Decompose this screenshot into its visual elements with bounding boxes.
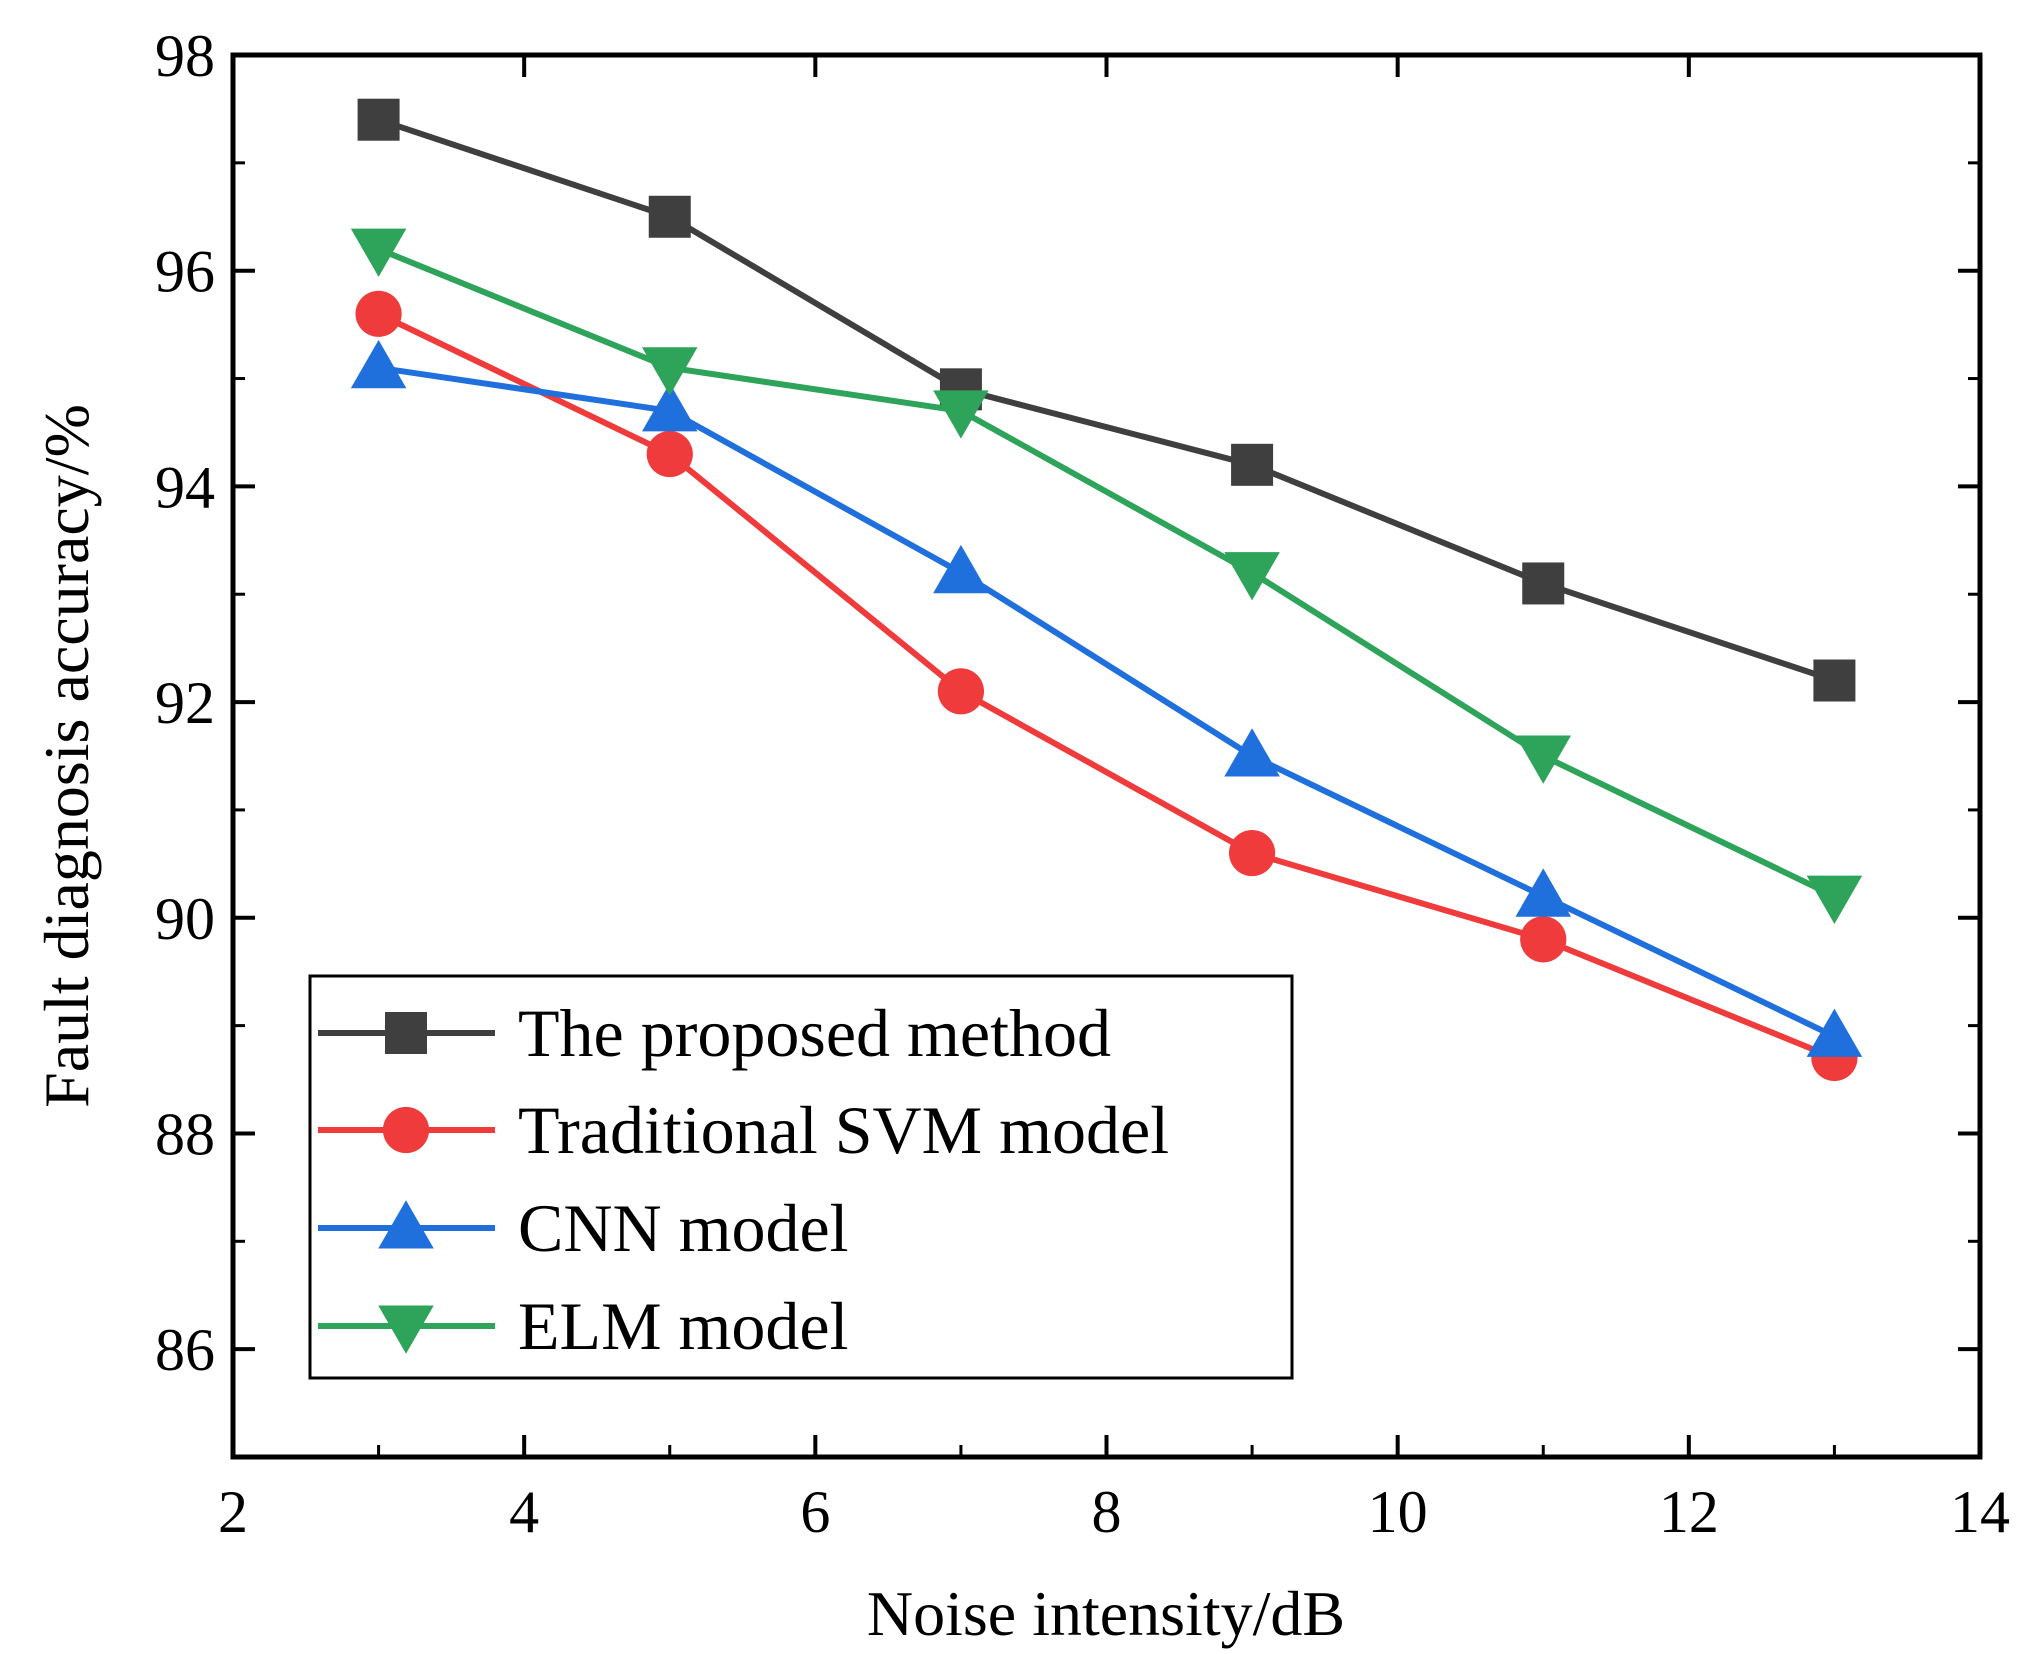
data-point <box>933 390 989 439</box>
series-0 <box>357 98 1856 702</box>
legend: The proposed method Traditional SVM model… <box>308 974 1294 1380</box>
data-point <box>1520 916 1567 963</box>
data-point <box>641 347 698 396</box>
y-axis: 86 88 90 92 94 96 98 <box>155 23 1980 1459</box>
y-tick-label: 92 <box>155 670 215 736</box>
data-point <box>355 290 402 337</box>
data-point <box>1228 829 1276 877</box>
legend-marker <box>378 1200 434 1249</box>
legend-entry: CNN model <box>318 1190 849 1266</box>
data-point <box>1522 562 1565 605</box>
legend-marker <box>382 1106 430 1154</box>
x-tick-label: 8 <box>1092 1479 1122 1545</box>
series-layer <box>350 98 1863 1082</box>
series-line <box>378 364 1836 1040</box>
legend-entry: Traditional SVM model <box>318 1092 1169 1168</box>
data-point <box>1231 443 1274 486</box>
series-line <box>377 116 1836 684</box>
data-point <box>1806 1008 1863 1057</box>
x-tick-label: 14 <box>1950 1479 2010 1545</box>
legend-entry: The proposed method <box>318 995 1111 1071</box>
data-point <box>1515 868 1572 917</box>
data-point <box>1813 659 1856 702</box>
data-point <box>350 228 407 277</box>
y-tick-label: 96 <box>155 239 215 305</box>
data-point <box>357 98 400 141</box>
legend-label: The proposed method <box>518 995 1111 1071</box>
y-axis-title: Fault diagnosis accuracy/% <box>31 404 102 1108</box>
x-tick-label: 2 <box>218 1479 248 1545</box>
x-axis: 2 4 6 8 10 12 14 <box>218 55 2010 1545</box>
y-tick-label: 86 <box>155 1317 215 1383</box>
legend-entry: ELM model <box>318 1288 849 1364</box>
x-tick-label: 12 <box>1659 1479 1719 1545</box>
legend-frame <box>308 974 1294 1380</box>
x-tick-label: 10 <box>1368 1479 1428 1545</box>
series-3 <box>350 228 1863 924</box>
data-point <box>1515 735 1572 784</box>
data-point <box>1224 728 1280 777</box>
series-line <box>377 311 1836 1061</box>
data-point <box>1806 875 1863 924</box>
legend-label: CNN model <box>518 1190 849 1266</box>
series-1 <box>355 290 1858 1082</box>
series-line <box>377 246 1836 899</box>
data-point <box>350 339 407 389</box>
y-tick-label: 88 <box>155 1101 215 1167</box>
x-tick-label: 4 <box>509 1479 539 1545</box>
data-point <box>648 195 691 238</box>
y-tick-label: 90 <box>155 886 215 952</box>
data-point <box>1224 552 1280 601</box>
legend-label: Traditional SVM model <box>518 1092 1169 1168</box>
y-tick-label: 98 <box>155 23 215 89</box>
legend-label: ELM model <box>518 1288 849 1364</box>
legend-marker <box>378 1305 434 1354</box>
y-tick-label: 94 <box>155 454 215 520</box>
x-tick-label: 6 <box>800 1479 830 1545</box>
plot-frame <box>230 52 1983 1460</box>
data-point <box>646 430 693 478</box>
series-2 <box>350 339 1863 1057</box>
data-point <box>933 544 989 594</box>
data-point <box>937 668 985 715</box>
data-point <box>641 383 698 432</box>
x-axis-title: Noise intensity/dB <box>867 1578 1345 1649</box>
legend-marker <box>385 1012 427 1054</box>
